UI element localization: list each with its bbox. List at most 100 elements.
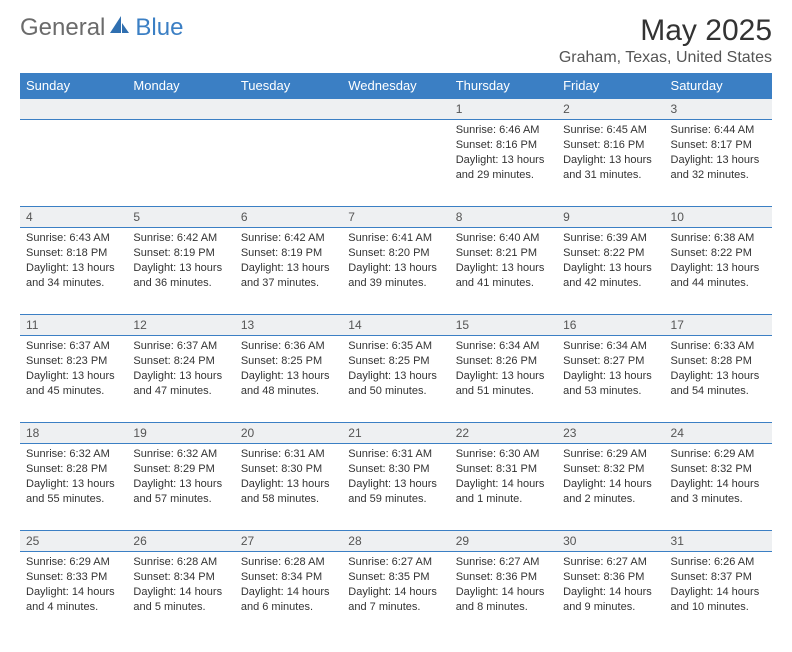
daylight-line: Daylight: 14 hours and 10 minutes.	[671, 585, 766, 615]
day-number-cell: 24	[665, 423, 772, 444]
day-number-cell	[342, 99, 449, 120]
day-number-cell: 17	[665, 315, 772, 336]
sunrise-line: Sunrise: 6:41 AM	[348, 231, 443, 246]
day-number-cell: 5	[127, 207, 234, 228]
day-cell: Sunrise: 6:28 AMSunset: 8:34 PMDaylight:…	[127, 552, 234, 639]
daylight-line: Daylight: 13 hours and 55 minutes.	[26, 477, 121, 507]
sunrise-line: Sunrise: 6:35 AM	[348, 339, 443, 354]
sunset-line: Sunset: 8:28 PM	[671, 354, 766, 369]
day-cell: Sunrise: 6:38 AMSunset: 8:22 PMDaylight:…	[665, 228, 772, 315]
daylight-line: Daylight: 13 hours and 51 minutes.	[456, 369, 551, 399]
day-cell: Sunrise: 6:41 AMSunset: 8:20 PMDaylight:…	[342, 228, 449, 315]
day-cell: Sunrise: 6:27 AMSunset: 8:35 PMDaylight:…	[342, 552, 449, 639]
day-details: Sunrise: 6:29 AMSunset: 8:33 PMDaylight:…	[20, 552, 127, 620]
weekday-header: Wednesday	[342, 73, 449, 99]
daylight-line: Daylight: 13 hours and 34 minutes.	[26, 261, 121, 291]
sunset-line: Sunset: 8:25 PM	[348, 354, 443, 369]
weekday-header: Sunday	[20, 73, 127, 99]
weekday-header: Monday	[127, 73, 234, 99]
day-cell: Sunrise: 6:37 AMSunset: 8:24 PMDaylight:…	[127, 336, 234, 423]
month-title: May 2025	[559, 14, 772, 47]
sunset-line: Sunset: 8:30 PM	[241, 462, 336, 477]
sunset-line: Sunset: 8:32 PM	[671, 462, 766, 477]
week-row: Sunrise: 6:37 AMSunset: 8:23 PMDaylight:…	[20, 336, 772, 423]
day-details: Sunrise: 6:32 AMSunset: 8:29 PMDaylight:…	[127, 444, 234, 512]
sunrise-line: Sunrise: 6:30 AM	[456, 447, 551, 462]
daynum-row: 11121314151617	[20, 315, 772, 336]
day-number-cell: 26	[127, 531, 234, 552]
sunrise-line: Sunrise: 6:33 AM	[671, 339, 766, 354]
daynum-row: 123	[20, 99, 772, 120]
day-details: Sunrise: 6:34 AMSunset: 8:27 PMDaylight:…	[557, 336, 664, 404]
weekday-header: Friday	[557, 73, 664, 99]
week-row: Sunrise: 6:43 AMSunset: 8:18 PMDaylight:…	[20, 228, 772, 315]
day-details: Sunrise: 6:28 AMSunset: 8:34 PMDaylight:…	[127, 552, 234, 620]
daylight-line: Daylight: 13 hours and 44 minutes.	[671, 261, 766, 291]
day-cell: Sunrise: 6:29 AMSunset: 8:32 PMDaylight:…	[665, 444, 772, 531]
day-number-cell: 13	[235, 315, 342, 336]
daylight-line: Daylight: 14 hours and 1 minute.	[456, 477, 551, 507]
day-number-cell: 27	[235, 531, 342, 552]
sunrise-line: Sunrise: 6:29 AM	[671, 447, 766, 462]
sunset-line: Sunset: 8:24 PM	[133, 354, 228, 369]
day-details: Sunrise: 6:30 AMSunset: 8:31 PMDaylight:…	[450, 444, 557, 512]
day-number-cell: 10	[665, 207, 772, 228]
sunset-line: Sunset: 8:29 PM	[133, 462, 228, 477]
sunrise-line: Sunrise: 6:27 AM	[348, 555, 443, 570]
sunset-line: Sunset: 8:17 PM	[671, 138, 766, 153]
sunrise-line: Sunrise: 6:34 AM	[563, 339, 658, 354]
daylight-line: Daylight: 13 hours and 48 minutes.	[241, 369, 336, 399]
title-block: May 2025 Graham, Texas, United States	[559, 14, 772, 67]
daylight-line: Daylight: 14 hours and 5 minutes.	[133, 585, 228, 615]
sunrise-line: Sunrise: 6:27 AM	[563, 555, 658, 570]
daylight-line: Daylight: 14 hours and 7 minutes.	[348, 585, 443, 615]
sunset-line: Sunset: 8:20 PM	[348, 246, 443, 261]
day-details: Sunrise: 6:33 AMSunset: 8:28 PMDaylight:…	[665, 336, 772, 404]
sunrise-line: Sunrise: 6:31 AM	[348, 447, 443, 462]
day-number-cell: 31	[665, 531, 772, 552]
day-number-cell: 3	[665, 99, 772, 120]
sunset-line: Sunset: 8:36 PM	[456, 570, 551, 585]
day-number-cell: 8	[450, 207, 557, 228]
day-details: Sunrise: 6:26 AMSunset: 8:37 PMDaylight:…	[665, 552, 772, 620]
daynum-row: 18192021222324	[20, 423, 772, 444]
day-cell: Sunrise: 6:32 AMSunset: 8:29 PMDaylight:…	[127, 444, 234, 531]
sunset-line: Sunset: 8:37 PM	[671, 570, 766, 585]
sunset-line: Sunset: 8:23 PM	[26, 354, 121, 369]
daylight-line: Daylight: 13 hours and 58 minutes.	[241, 477, 336, 507]
day-details: Sunrise: 6:45 AMSunset: 8:16 PMDaylight:…	[557, 120, 664, 188]
day-cell	[342, 120, 449, 207]
day-details: Sunrise: 6:38 AMSunset: 8:22 PMDaylight:…	[665, 228, 772, 296]
sunset-line: Sunset: 8:21 PM	[456, 246, 551, 261]
day-number-cell: 12	[127, 315, 234, 336]
day-cell: Sunrise: 6:31 AMSunset: 8:30 PMDaylight:…	[342, 444, 449, 531]
day-number-cell: 9	[557, 207, 664, 228]
sunset-line: Sunset: 8:35 PM	[348, 570, 443, 585]
daynum-row: 25262728293031	[20, 531, 772, 552]
day-details: Sunrise: 6:31 AMSunset: 8:30 PMDaylight:…	[235, 444, 342, 512]
daylight-line: Daylight: 14 hours and 4 minutes.	[26, 585, 121, 615]
day-details: Sunrise: 6:36 AMSunset: 8:25 PMDaylight:…	[235, 336, 342, 404]
day-details: Sunrise: 6:43 AMSunset: 8:18 PMDaylight:…	[20, 228, 127, 296]
daylight-line: Daylight: 13 hours and 37 minutes.	[241, 261, 336, 291]
day-details: Sunrise: 6:44 AMSunset: 8:17 PMDaylight:…	[665, 120, 772, 188]
brand-word-2: Blue	[135, 14, 183, 42]
sunrise-line: Sunrise: 6:29 AM	[563, 447, 658, 462]
sunrise-line: Sunrise: 6:29 AM	[26, 555, 121, 570]
sunrise-line: Sunrise: 6:28 AM	[241, 555, 336, 570]
day-details: Sunrise: 6:39 AMSunset: 8:22 PMDaylight:…	[557, 228, 664, 296]
day-number-cell: 11	[20, 315, 127, 336]
daylight-line: Daylight: 13 hours and 39 minutes.	[348, 261, 443, 291]
day-number-cell	[127, 99, 234, 120]
sunset-line: Sunset: 8:34 PM	[133, 570, 228, 585]
sunset-line: Sunset: 8:34 PM	[241, 570, 336, 585]
sunrise-line: Sunrise: 6:42 AM	[241, 231, 336, 246]
day-number-cell: 18	[20, 423, 127, 444]
sunrise-line: Sunrise: 6:34 AM	[456, 339, 551, 354]
sunrise-line: Sunrise: 6:32 AM	[133, 447, 228, 462]
sunrise-line: Sunrise: 6:27 AM	[456, 555, 551, 570]
day-details: Sunrise: 6:27 AMSunset: 8:35 PMDaylight:…	[342, 552, 449, 620]
daylight-line: Daylight: 14 hours and 8 minutes.	[456, 585, 551, 615]
day-details: Sunrise: 6:42 AMSunset: 8:19 PMDaylight:…	[235, 228, 342, 296]
sunrise-line: Sunrise: 6:44 AM	[671, 123, 766, 138]
